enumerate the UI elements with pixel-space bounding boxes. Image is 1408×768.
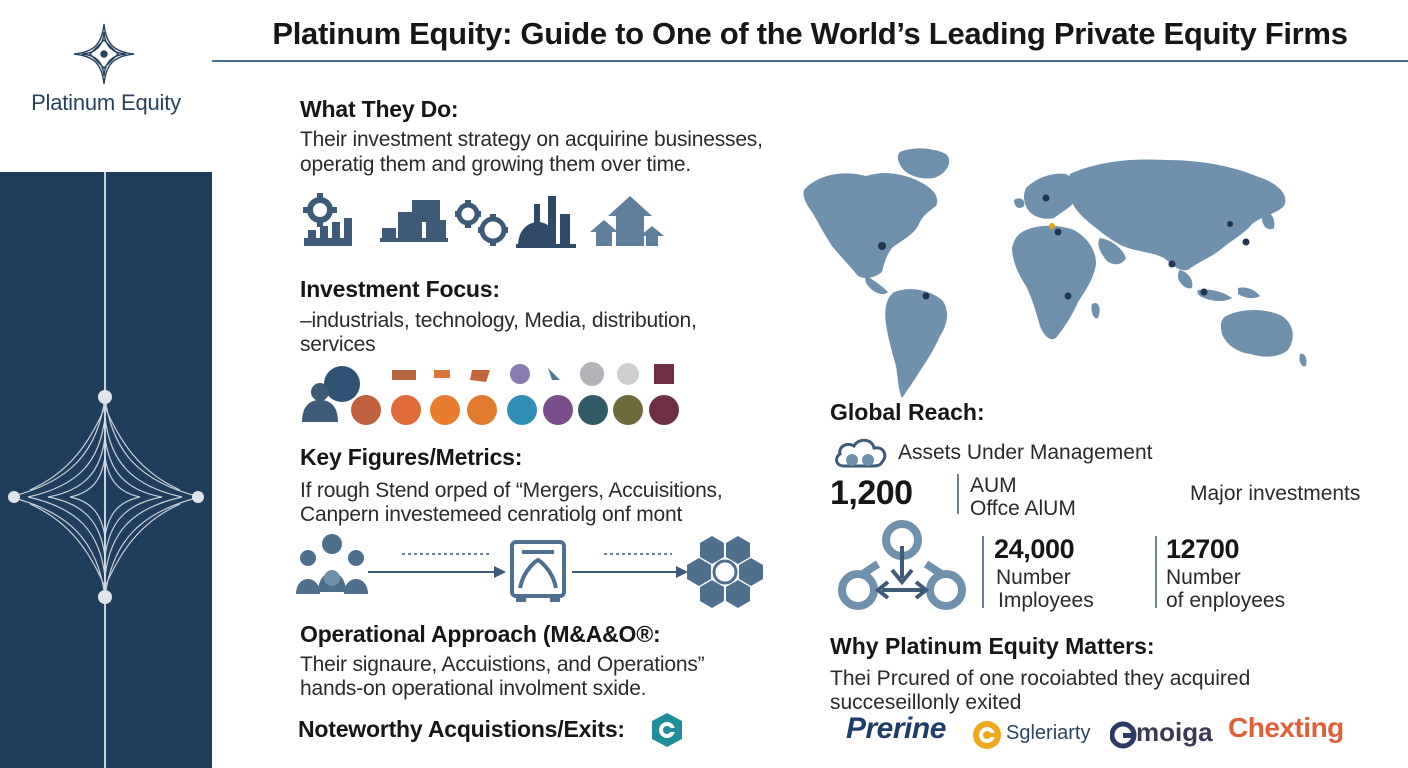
category-dot: [613, 395, 643, 425]
star-ornament-icon: [8, 172, 204, 768]
noteworthy-heading: Noteworthy Acquistions/Exits:: [298, 716, 625, 742]
what-icons-row: [303, 193, 664, 248]
stat2-line1: Number: [1166, 566, 1241, 589]
tag-shape: [392, 370, 416, 380]
c-mark-icon: [973, 721, 1001, 749]
operational-heading: Operational Approach (M&A&O®:: [300, 621, 661, 647]
title-divider: [212, 60, 1408, 62]
cycle-icon: [838, 520, 966, 610]
world-map: [803, 148, 1307, 398]
company-logo-prerine: Prerine: [846, 712, 946, 745]
people-icon: [302, 366, 360, 422]
star-logo-icon: [73, 23, 135, 85]
devices-icon: [380, 200, 448, 242]
category-dot: [649, 395, 679, 425]
what-line2: operatig them and growing them over time…: [300, 153, 692, 176]
what-line1: Their investment strategy on acquirine b…: [300, 128, 763, 151]
machine-icon: [510, 540, 566, 598]
decorative-rail: [0, 172, 212, 768]
stat2-line2: of enployees: [1166, 589, 1286, 612]
focus-icons-row: [302, 362, 679, 425]
arrow-shape: [548, 368, 560, 380]
small-dot: [510, 364, 530, 384]
aum-unit: AUM: [970, 474, 1017, 497]
highlight-pin-icon: [1049, 223, 1055, 229]
focus-heading: Investment Focus:: [300, 276, 500, 302]
technology-dot: [391, 395, 421, 425]
noteworthy-badge-icon: [652, 713, 682, 747]
industry-dot: [351, 395, 381, 425]
distribution-dot: [467, 395, 497, 425]
square-shape: [654, 364, 674, 384]
figures-line1: If rough Stend orped of “Mergers, Accuis…: [300, 479, 723, 502]
operational-line2: hands-on operational involment sxide.: [300, 677, 647, 700]
why-line1: Thei Prcured of one rocoiabted they acqu…: [830, 667, 1251, 690]
divider: [982, 536, 984, 608]
aum-value: 1,200: [830, 474, 913, 512]
brand-name: Platinum Equity: [31, 90, 181, 115]
focus-line1: –industrials, technology, Media, distrib…: [300, 309, 697, 332]
small-dot: [580, 362, 604, 386]
what-heading: What They Do:: [300, 96, 459, 122]
small-dot: [617, 363, 639, 385]
operational-line1: Their signaure, Accuistions, and Operati…: [300, 653, 705, 676]
gear-chart-icon: [303, 193, 352, 246]
location-pin-icon: [878, 194, 1250, 300]
major-investments: Major investments: [1190, 482, 1361, 505]
g-mark-icon: [1110, 721, 1137, 749]
stat1-line2: Imployees: [998, 589, 1094, 612]
figures-line2: Canpern investemeed cenratiolg onf mont: [300, 503, 683, 526]
team-icon: [296, 534, 368, 594]
figures-heading: Key Figures/Metrics:: [300, 444, 523, 470]
global-heading: Global Reach:: [830, 399, 985, 425]
divider: [957, 474, 959, 514]
services-dot: [507, 395, 537, 425]
media-dot: [430, 395, 460, 425]
brand-logo: Platinum Equity: [0, 0, 212, 172]
page-title: Platinum Equity: Guide to One of the Wor…: [272, 16, 1348, 51]
stat1-value: 24,000: [994, 534, 1075, 564]
tag-shape: [434, 370, 450, 378]
company-logo-chexting: Chexting: [1228, 712, 1344, 743]
process-flow: [296, 534, 763, 608]
why-line2: succeseillonly exited: [830, 691, 1022, 714]
hexagon-network-icon: [687, 536, 763, 608]
tag-shape: [470, 370, 490, 382]
category-dot: [543, 395, 573, 425]
aum-label: Assets Under Management: [898, 441, 1153, 464]
why-heading: Why Platinum Equity Matters:: [830, 633, 1155, 659]
divider: [1155, 536, 1157, 608]
stat1-line1: Number: [996, 566, 1071, 589]
growth-arrows-icon: [590, 196, 664, 246]
focus-line2: services: [300, 333, 376, 356]
stat2-value: 12700: [1166, 534, 1240, 564]
category-dot: [578, 395, 608, 425]
aum-sub: Offce AlUM: [970, 497, 1076, 520]
cloud-icon: [835, 438, 887, 468]
factory-icon: [516, 196, 576, 248]
